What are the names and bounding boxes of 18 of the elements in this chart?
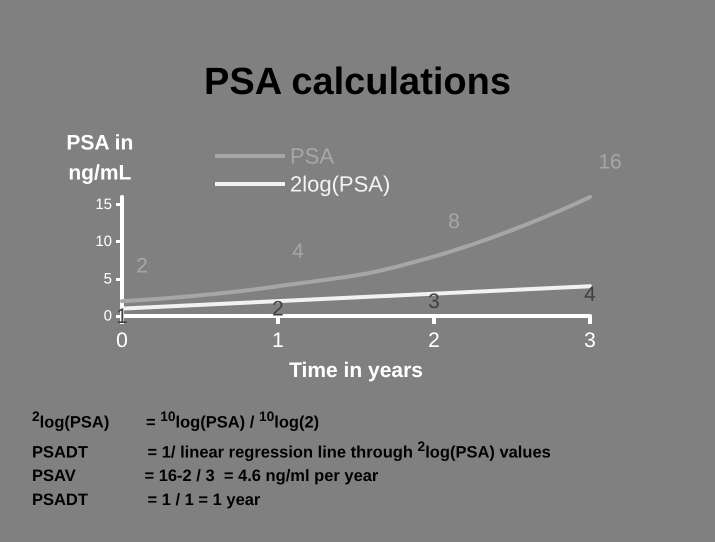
text: $^{2}$log(PSA) = $^{10}$log(PSA) / $^{10}$log(2) xyxy=(32,408,320,434)
y-tick-label: 0 xyxy=(104,308,112,324)
x-axis-title: Time in years xyxy=(289,359,423,382)
y-axis-title: PSA in ng/mL xyxy=(66,132,134,184)
y-tick-label: 5 xyxy=(104,270,112,288)
legend-label: 2log(PSA) xyxy=(290,172,390,196)
data-label: 4 xyxy=(584,282,596,306)
text: PSADT = 1/ linear regression line through $^{2}$log(PSA) values xyxy=(32,438,551,463)
x-tick-label: 1 xyxy=(272,329,284,352)
chart-title: PSA calculations xyxy=(204,61,511,103)
y-tick-label: 10 xyxy=(95,233,112,250)
data-label: 3 xyxy=(428,290,440,314)
text: PSADT = 1 / 1 = 1 year xyxy=(32,490,262,511)
text: PSAV = 16-2 / 3 = 4.6 ng/ml per year xyxy=(32,466,380,487)
x-tick-label: 2 xyxy=(428,329,440,352)
data-label: 1 xyxy=(116,305,128,328)
x-tick-label: 3 xyxy=(584,329,596,352)
y-tick-label: 15 xyxy=(95,196,112,213)
